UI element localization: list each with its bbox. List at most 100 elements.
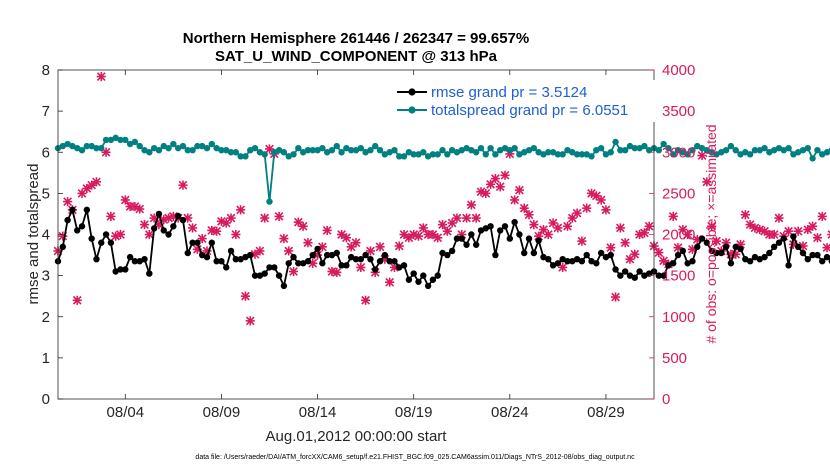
totalspread-point [506,146,514,154]
totalspread-point [405,149,413,156]
rmse-point [242,253,249,261]
obs-assimilated-point [495,182,505,192]
totalspread-point [266,198,273,205]
totalspread-point [573,151,581,158]
rmse-point [420,272,427,279]
rmse-point [496,227,504,234]
obs-assimilated-point [514,185,524,195]
rmse-point [554,260,562,267]
obs-assimilated-point [683,229,693,240]
totalspread-point [155,146,163,154]
rmse-point [194,239,201,246]
totalspread-point [823,149,830,156]
obs-assimilated-point [577,236,587,246]
rmse-point [463,241,470,248]
rmse-point [155,210,163,218]
rmse-point [98,239,105,246]
obs-assimilated-point [63,197,73,207]
rmse-point [559,255,566,263]
y-tick-label-right: 2000 [662,227,695,244]
obs-assimilated-point [356,262,366,272]
obs-assimilated-point [303,238,313,248]
obs-assimilated-point [510,195,520,205]
y-tick-label-left: 4 [42,227,50,244]
totalspread-point [328,146,336,154]
y-axis-right-label: # of obs: o=possible; ×=assimilated [703,124,719,343]
totalspread-point [309,146,316,154]
totalspread-point [160,142,167,150]
totalspread-point [347,146,355,154]
obs-assimilated-point [144,229,154,240]
rmse-point [612,266,619,273]
obs-assimilated-point [77,188,87,198]
rmse-point [564,258,571,265]
obs-assimilated-point [711,236,722,246]
rmse-point [674,251,682,259]
rmse-point [472,241,480,248]
totalspread-point [794,149,802,156]
rmse-point [823,253,830,261]
obs-assimilated-point [524,210,534,220]
totalspread-point [472,149,480,156]
rmse-point [684,260,691,267]
rmse-point [751,253,759,261]
y-tick-label-right: 3000 [662,144,695,161]
rmse-point [708,247,715,255]
obs-assimilated-point [255,246,265,256]
rmse-point [78,223,86,230]
footnote: data file: /Users/raeder/DAI/ATM_forcXX/… [195,454,635,461]
rmse-point [405,276,413,283]
obs-assimilated-point [774,213,784,223]
obs-assimilated-point [418,223,428,233]
rmse-point [501,223,509,230]
totalspread-point [93,144,100,152]
totalspread-point [588,153,595,160]
rmse-point [722,243,730,251]
totalspread-point [131,138,139,146]
obs-assimilated-point [610,292,621,302]
totalspread-point [684,151,691,158]
obs-assimilated-point [697,150,707,161]
rmse-point [468,231,475,238]
obs-assimilated-point [596,195,606,205]
y-tick-label-right: 1500 [662,268,695,285]
totalspread-point [621,146,629,154]
y-tick-label-left: 6 [42,144,50,161]
obs-assimilated-point [413,231,424,241]
totalspread-point [396,153,403,160]
y-tick-label-left: 3 [42,268,50,285]
rmse-point [362,251,369,259]
obs-assimilated-point [240,291,251,301]
rmse-point [271,264,278,271]
rmse-point [69,206,76,214]
rmse-point [727,260,735,267]
totalspread-point [698,144,706,152]
totalspread-point [665,144,672,152]
chart-subtitle: SAT_U_WIND_COMPONENT @ 313 hPa [215,48,498,65]
rmse-point [809,251,816,259]
obs-assimilated-point [188,223,198,233]
totalspread-point [391,146,398,154]
rmse-point [761,253,768,261]
rmse-point [482,225,489,232]
totalspread-point [583,151,590,158]
totalspread-point [285,153,292,160]
totalspread-point [251,144,259,152]
rmse-point [525,235,533,242]
totalspread-point [170,140,177,148]
totalspread-point [357,144,365,152]
totalspread-point [410,151,417,158]
totalspread-point [453,149,461,156]
rmse-point [756,255,763,263]
rmse-point [448,247,456,255]
rmse-point [213,258,220,265]
rmse-point [256,272,264,279]
totalspread-point [83,142,91,150]
rmse-point [88,235,95,242]
rmse-point [665,262,672,269]
y-axis-right: 0 500 1000 1500 2000 2500 3000 3500 4000 [649,62,695,408]
rmse-point [237,255,244,263]
rmse-point [573,255,581,263]
totalspread-point [746,151,754,158]
obs-assimilated-point [433,233,443,243]
